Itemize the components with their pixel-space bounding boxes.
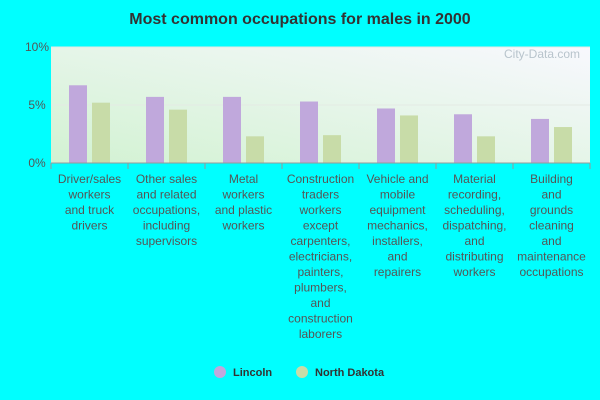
bar-lincoln xyxy=(223,96,241,163)
bars xyxy=(69,85,572,163)
x-axis-labels: Driver/sales workers and truck driversOther… xyxy=(58,172,586,341)
y-tick-label: 0% xyxy=(28,156,46,170)
legend-item: Lincoln xyxy=(214,366,272,379)
legend-label: Lincoln xyxy=(233,367,272,379)
y-tick-label: 5% xyxy=(28,98,46,112)
bar-north-dakota xyxy=(246,136,264,163)
bar-north-dakota xyxy=(92,102,110,163)
bar-north-dakota xyxy=(169,109,187,163)
x-tick-label: Vehicle and mobile equipment mechanics, inst… xyxy=(366,172,428,279)
bar-lincoln xyxy=(146,96,164,163)
bar-lincoln xyxy=(454,114,472,163)
bar-north-dakota xyxy=(400,115,418,163)
bar-north-dakota xyxy=(554,127,572,163)
bar-lincoln xyxy=(377,108,395,163)
y-axis: 0% 5% 10% xyxy=(25,40,49,170)
legend-label: North Dakota xyxy=(315,367,385,379)
legend-item: North Dakota xyxy=(296,366,385,379)
legend: Lincoln North Dakota xyxy=(214,366,385,379)
bar-lincoln xyxy=(531,118,549,163)
y-tick-label: 10% xyxy=(25,40,49,54)
bar-lincoln xyxy=(69,85,87,163)
legend-swatch xyxy=(214,366,226,378)
bar-north-dakota xyxy=(323,135,341,163)
x-tick-label: Metal workers and plastic workers xyxy=(215,172,272,233)
bar-lincoln xyxy=(300,101,318,163)
x-tick-label: Driver/sales workers and truck drivers xyxy=(58,172,121,233)
x-tick-label: Other sales and related occupations, includ… xyxy=(133,172,200,248)
x-tick-label: Building and grounds cleaning and maintenance… xyxy=(517,172,586,279)
watermark: City-Data.com xyxy=(504,47,580,61)
legend-swatch xyxy=(296,366,308,378)
gridlines xyxy=(51,46,590,106)
x-tick-label: Material recording, scheduling, dispatching… xyxy=(442,172,506,279)
x-tick-label: Construction traders workers except carpente… xyxy=(287,172,354,341)
chart-title: Most common occupations for males in 200… xyxy=(129,11,471,28)
bar-north-dakota xyxy=(477,136,495,163)
x-axis-ticks xyxy=(50,163,591,169)
